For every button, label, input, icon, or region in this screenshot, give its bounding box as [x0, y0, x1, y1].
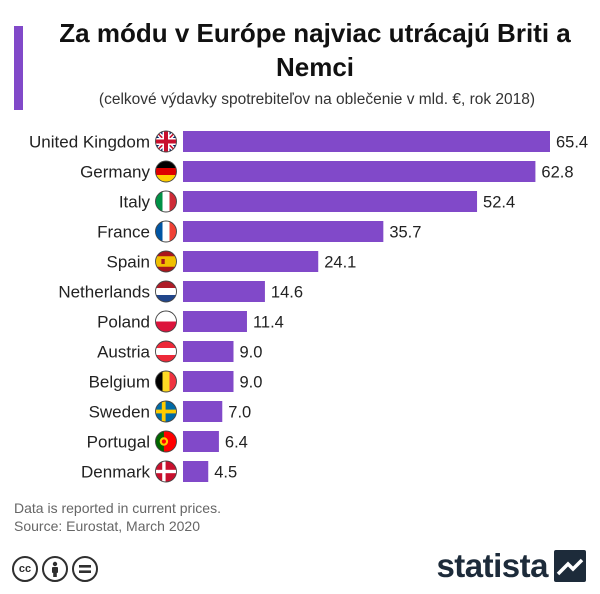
- flag-outline: [155, 220, 177, 243]
- value-label: 14.6: [271, 284, 303, 302]
- bar: [183, 221, 384, 242]
- category-label: Belgium: [89, 373, 150, 392]
- flag-se-icon: [155, 401, 177, 422]
- bar: [183, 311, 247, 332]
- flag-it-icon: [155, 191, 177, 212]
- flag-at-icon: [155, 341, 177, 362]
- category-label: Poland: [97, 313, 150, 332]
- flag-outline: [155, 340, 177, 363]
- value-label: 9.0: [240, 374, 263, 392]
- flag-outline: [155, 130, 177, 153]
- flag-outline: [155, 190, 177, 213]
- flag-outline: [155, 370, 177, 393]
- flag-dk-icon: [155, 461, 177, 482]
- statista-logo[interactable]: statista: [436, 547, 586, 585]
- flag-uk-icon: [155, 131, 177, 152]
- bar: [183, 341, 234, 362]
- flag-nl-icon: [155, 281, 177, 302]
- category-label: Austria: [97, 343, 150, 362]
- note-source: Source: Eurostat, March 2020: [14, 518, 200, 534]
- attribution-icon: [42, 556, 68, 582]
- flag-pl-icon: [155, 311, 177, 332]
- category-label: Denmark: [81, 463, 150, 482]
- flag-outline: [155, 430, 177, 453]
- chart-title: Za módu v Európe najviac utrácajú Briti …: [59, 18, 571, 82]
- value-label: 62.8: [541, 164, 573, 182]
- statista-mark-icon: [554, 550, 586, 582]
- bar: [183, 431, 219, 452]
- flag-de-icon: [155, 161, 177, 182]
- value-label: 4.5: [214, 464, 237, 482]
- flag-outline: [155, 250, 177, 273]
- value-label: 65.4: [556, 134, 588, 152]
- license-icons: cc: [12, 556, 98, 582]
- value-label: 7.0: [228, 404, 251, 422]
- note-prices: Data is reported in current prices.: [14, 500, 221, 516]
- category-label: Portugal: [87, 433, 150, 452]
- value-label: 24.1: [324, 254, 356, 272]
- brand-name: statista: [436, 547, 548, 584]
- flag-es-icon: [155, 251, 177, 272]
- category-label: France: [97, 223, 150, 242]
- chart-subtitle: (celkové výdavky spotrebiteľov na obleče…: [98, 91, 536, 108]
- flag-outline: [155, 310, 177, 333]
- category-label: Germany: [80, 163, 150, 182]
- value-label: 6.4: [225, 434, 248, 452]
- bar: [183, 161, 536, 182]
- bar: [183, 371, 234, 392]
- flag-be-icon: [155, 371, 177, 392]
- value-label: 52.4: [483, 194, 515, 212]
- flag-outline: [155, 280, 177, 303]
- value-label: 35.7: [389, 224, 421, 242]
- bar-chart: United Kingdom 65.4 Germany 62.8 Italy 52.4 Fr…: [29, 130, 588, 483]
- flag-pt-icon: [155, 431, 177, 452]
- no-derivatives-icon: [72, 556, 98, 582]
- cc-icon: cc: [12, 556, 38, 582]
- value-label: 9.0: [240, 344, 263, 362]
- bar: [183, 281, 265, 302]
- category-label: Spain: [107, 253, 150, 272]
- flag-outline: [155, 400, 177, 423]
- flag-fr-icon: [155, 221, 177, 242]
- bar: [183, 131, 550, 152]
- accent-bar: [14, 26, 23, 110]
- value-label: 11.4: [253, 314, 284, 332]
- category-label: Sweden: [89, 403, 150, 422]
- bar: [183, 461, 209, 482]
- bar: [183, 191, 478, 212]
- flag-outline: [155, 460, 177, 483]
- flag-outline: [155, 160, 177, 183]
- bar: [183, 251, 319, 272]
- category-label: Netherlands: [58, 283, 150, 302]
- category-label: Italy: [119, 193, 151, 212]
- bar: [183, 401, 223, 422]
- category-label: United Kingdom: [29, 133, 150, 152]
